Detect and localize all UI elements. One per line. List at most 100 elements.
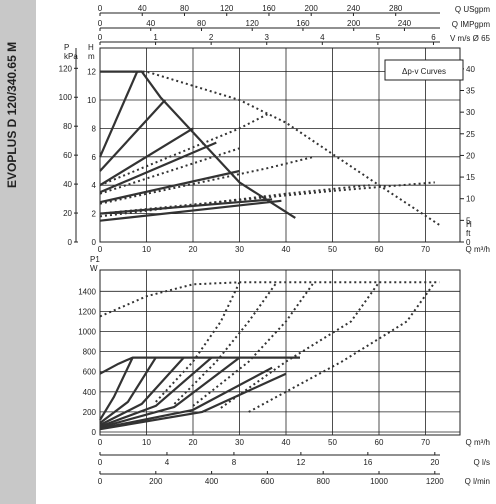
top-secondary-tick: 3 bbox=[265, 33, 270, 42]
top-secondary-tick: 1 bbox=[153, 33, 158, 42]
power-curve-dotted bbox=[220, 281, 380, 409]
top-secondary-tick: 200 bbox=[347, 19, 361, 28]
top-secondary-axis-label: Q USgpm bbox=[455, 5, 490, 14]
top-x-tick: 40 bbox=[282, 245, 291, 254]
top-secondary-axis-label: Q IMPgpm bbox=[452, 20, 491, 29]
h-m-unit-label: H bbox=[88, 43, 94, 52]
bottom-secondary-tick: 8 bbox=[232, 458, 237, 467]
top-secondary-tick: 40 bbox=[138, 4, 147, 13]
top-x-tick: 10 bbox=[142, 245, 151, 254]
h-m-tick: 8 bbox=[92, 124, 97, 133]
p1-w-unit-label: P1 bbox=[90, 255, 100, 264]
dp-setting-line bbox=[98, 71, 139, 158]
h-ft-tick: 25 bbox=[466, 130, 475, 139]
top-secondary-tick: 80 bbox=[197, 19, 206, 28]
top-x-tick: 0 bbox=[98, 245, 103, 254]
bottom-x-tick: 70 bbox=[421, 438, 430, 447]
top-secondary-axis-label: V m/s Ø 65 bbox=[450, 34, 491, 43]
power-curve bbox=[99, 356, 185, 426]
bottom-secondary-tick: 400 bbox=[205, 477, 219, 486]
dp-setting-line bbox=[99, 199, 282, 222]
p-kpa-unit-label: P bbox=[64, 43, 69, 52]
power-curve-dotted bbox=[173, 281, 278, 405]
p1-tick: 1000 bbox=[78, 328, 96, 337]
top-x-tick: 50 bbox=[328, 245, 337, 254]
dp-setting-line bbox=[99, 141, 217, 194]
power-curve bbox=[99, 356, 241, 429]
p-kpa-tick: 120 bbox=[59, 64, 73, 73]
bottom-x-tick: 60 bbox=[375, 438, 384, 447]
bottom-secondary-axis-label: Q l/min bbox=[465, 477, 490, 486]
bottom-secondary-tick: 4 bbox=[165, 458, 170, 467]
power-curve bbox=[99, 357, 134, 421]
p1-tick: 800 bbox=[83, 348, 97, 357]
p1-tick: 1400 bbox=[78, 287, 96, 296]
p-kpa-tick: 100 bbox=[59, 93, 73, 102]
h-ft-tick: 5 bbox=[466, 216, 471, 225]
top-secondary-tick: 6 bbox=[431, 33, 436, 42]
bottom-secondary-tick: 1000 bbox=[370, 477, 388, 486]
h-ft-tick: 15 bbox=[466, 173, 475, 182]
p-kpa-tick: 40 bbox=[63, 180, 72, 189]
top-x-tick: 70 bbox=[421, 245, 430, 254]
bottom-secondary-tick: 16 bbox=[363, 458, 372, 467]
max-head-curve-dotted bbox=[132, 70, 441, 226]
power-curve-dotted bbox=[99, 281, 440, 318]
p1-tick: 0 bbox=[92, 428, 97, 437]
p-kpa-unit-label: kPa bbox=[64, 52, 78, 61]
bottom-secondary-axis-label: Q l/s bbox=[474, 458, 490, 467]
max-head-curve bbox=[100, 70, 296, 219]
h-m-tick: 6 bbox=[92, 153, 97, 162]
top-secondary-tick: 240 bbox=[347, 4, 361, 13]
top-secondary-tick: 200 bbox=[305, 4, 319, 13]
top-secondary-tick: 280 bbox=[389, 4, 403, 13]
p-kpa-tick: 20 bbox=[63, 209, 72, 218]
power-curve-dotted bbox=[192, 281, 315, 407]
side-band bbox=[0, 0, 36, 504]
h-ft-unit-label: H bbox=[466, 220, 472, 229]
bottom-secondary-tick: 20 bbox=[430, 458, 439, 467]
p1-tick: 1200 bbox=[78, 307, 96, 316]
top-secondary-tick: 0 bbox=[98, 19, 103, 28]
power-curve-dotted bbox=[248, 281, 436, 413]
bottom-secondary-tick: 12 bbox=[296, 458, 305, 467]
power-curve-dotted bbox=[155, 281, 241, 403]
dp-setting-line bbox=[99, 169, 240, 204]
bottom-x-tick: 30 bbox=[235, 438, 244, 447]
h-ft-unit-label: ft bbox=[466, 229, 471, 238]
power-curve bbox=[99, 372, 287, 431]
top-secondary-tick: 4 bbox=[320, 33, 325, 42]
p-kpa-tick: 80 bbox=[63, 122, 72, 131]
top-secondary-tick: 160 bbox=[262, 4, 276, 13]
p1-tick: 200 bbox=[83, 408, 97, 417]
top-secondary-tick: 120 bbox=[246, 19, 260, 28]
top-secondary-tick: 2 bbox=[209, 33, 214, 42]
h-m-tick: 2 bbox=[92, 210, 97, 219]
bottom-x-tick: 0 bbox=[98, 438, 103, 447]
power-curve bbox=[99, 356, 213, 428]
h-ft-tick: 40 bbox=[466, 65, 475, 74]
top-secondary-tick: 40 bbox=[146, 19, 155, 28]
top-x-tick: 20 bbox=[189, 245, 198, 254]
bottom-secondary-tick: 600 bbox=[261, 477, 275, 486]
h-ft-tick: 10 bbox=[466, 195, 475, 204]
bottom-q-m3h-unit-label: Q m³/h bbox=[466, 438, 490, 447]
system-curve-dotted bbox=[99, 181, 435, 215]
h-m-tick: 10 bbox=[87, 96, 96, 105]
h-m-tick: 12 bbox=[87, 68, 96, 77]
top-secondary-tick: 5 bbox=[376, 33, 381, 42]
h-ft-tick: 30 bbox=[466, 108, 475, 117]
p-kpa-tick: 0 bbox=[68, 238, 73, 247]
top-secondary-tick: 240 bbox=[398, 19, 412, 28]
h-ft-tick: 20 bbox=[466, 151, 475, 160]
top-secondary-tick: 0 bbox=[98, 4, 103, 13]
system-curve-dotted bbox=[99, 155, 315, 205]
p1-tick: 600 bbox=[83, 368, 97, 377]
bottom-secondary-tick: 0 bbox=[98, 477, 103, 486]
bottom-x-tick: 40 bbox=[282, 438, 291, 447]
top-secondary-tick: 120 bbox=[220, 4, 234, 13]
bottom-secondary-tick: 0 bbox=[98, 458, 103, 467]
dp-setting-line bbox=[99, 127, 194, 187]
bottom-secondary-tick: 1200 bbox=[426, 477, 444, 486]
